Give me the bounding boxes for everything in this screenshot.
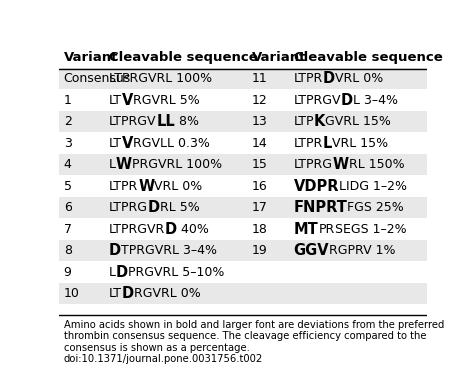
Text: 16: 16 [252, 180, 268, 192]
Text: LT: LT [109, 287, 122, 300]
FancyBboxPatch shape [59, 68, 427, 89]
Text: VRL 15%: VRL 15% [332, 137, 388, 149]
FancyBboxPatch shape [59, 154, 427, 175]
Text: RGVRL 5%: RGVRL 5% [133, 94, 200, 107]
FancyBboxPatch shape [59, 218, 427, 240]
Text: 14: 14 [252, 137, 268, 149]
Text: LT: LT [109, 137, 122, 149]
Text: 2: 2 [64, 115, 72, 128]
Text: LTPR: LTPR [293, 137, 323, 149]
Text: V: V [122, 135, 133, 151]
Text: Cleavable sequence: Cleavable sequence [293, 50, 442, 64]
Text: L: L [109, 266, 116, 279]
Text: 7: 7 [64, 223, 72, 236]
Text: PRGVRL 5–10%: PRGVRL 5–10% [128, 266, 224, 279]
Text: W: W [333, 157, 349, 172]
Text: PRGVRL 100%: PRGVRL 100% [132, 158, 222, 171]
FancyBboxPatch shape [59, 283, 427, 305]
Text: RGPRV 1%: RGPRV 1% [329, 244, 396, 257]
Text: 5: 5 [64, 180, 72, 192]
Text: Variant: Variant [252, 50, 307, 64]
Text: Consensus: Consensus [64, 72, 131, 85]
Text: LTPRG: LTPRG [109, 201, 148, 214]
FancyBboxPatch shape [59, 262, 427, 283]
Text: D: D [109, 243, 121, 258]
Text: D: D [148, 200, 160, 215]
Text: GGV: GGV [293, 243, 329, 258]
Text: Amino acids shown in bold and larger font are deviations from the preferred
thro: Amino acids shown in bold and larger fon… [64, 320, 444, 364]
Text: L: L [323, 135, 332, 151]
Text: 40%: 40% [177, 223, 209, 236]
Text: LTPRGVR: LTPRGVR [109, 223, 165, 236]
Text: FNPRT: FNPRT [293, 200, 347, 215]
Text: LL: LL [156, 114, 175, 129]
Text: D: D [122, 286, 134, 301]
Text: D: D [341, 93, 353, 107]
Text: 8: 8 [64, 244, 72, 257]
Text: VRL 0%: VRL 0% [154, 180, 202, 192]
Text: K: K [314, 114, 326, 129]
Text: 15: 15 [252, 158, 268, 171]
Text: 11: 11 [252, 72, 268, 85]
FancyBboxPatch shape [59, 175, 427, 197]
Text: 3: 3 [64, 137, 72, 149]
Text: SEGS 1–2%: SEGS 1–2% [335, 223, 406, 236]
Text: Variant: Variant [64, 50, 118, 64]
Text: 19: 19 [252, 244, 268, 257]
Text: LT: LT [109, 94, 122, 107]
Text: RL 5%: RL 5% [160, 201, 200, 214]
Text: 8%: 8% [175, 115, 199, 128]
FancyBboxPatch shape [59, 240, 427, 262]
Text: 9: 9 [64, 266, 72, 279]
Text: LTP: LTP [293, 115, 314, 128]
Text: LTPRGV: LTPRGV [109, 115, 156, 128]
Text: VDPR: VDPR [293, 178, 339, 194]
Text: 10: 10 [64, 287, 80, 300]
Text: 12: 12 [252, 94, 268, 107]
Text: D: D [323, 71, 335, 86]
Text: Cleavable sequence: Cleavable sequence [109, 50, 257, 64]
Text: 6: 6 [64, 201, 72, 214]
Text: 18: 18 [252, 223, 268, 236]
Text: L: L [109, 158, 116, 171]
Text: LTPRGVRL 100%: LTPRGVRL 100% [109, 72, 212, 85]
Text: RGVLL 0.3%: RGVLL 0.3% [133, 137, 210, 149]
Text: LTPRG: LTPRG [293, 158, 333, 171]
Text: W: W [116, 157, 132, 172]
Text: MT: MT [293, 222, 319, 237]
Text: 4: 4 [64, 158, 72, 171]
Text: VRL 0%: VRL 0% [335, 72, 383, 85]
Text: D: D [116, 265, 128, 280]
Text: LTPRGV: LTPRGV [293, 94, 341, 107]
Text: IDG 1–2%: IDG 1–2% [346, 180, 407, 192]
Text: D: D [165, 222, 177, 237]
Text: L 3–4%: L 3–4% [353, 94, 398, 107]
Text: LTPR: LTPR [109, 180, 138, 192]
FancyBboxPatch shape [59, 89, 427, 111]
Text: TPRGVRL 3–4%: TPRGVRL 3–4% [121, 244, 217, 257]
Text: LTPR: LTPR [293, 72, 323, 85]
Text: V: V [122, 93, 133, 107]
Text: 13: 13 [252, 115, 268, 128]
Text: RGVRL 0%: RGVRL 0% [134, 287, 201, 300]
Text: W: W [138, 178, 154, 194]
FancyBboxPatch shape [59, 197, 427, 218]
Text: 17: 17 [252, 201, 268, 214]
Text: PR: PR [319, 223, 335, 236]
FancyBboxPatch shape [59, 132, 427, 154]
Text: 1: 1 [64, 94, 72, 107]
Text: RL 150%: RL 150% [349, 158, 404, 171]
Text: GVRL 15%: GVRL 15% [326, 115, 392, 128]
Text: FGS 25%: FGS 25% [347, 201, 404, 214]
Text: L: L [339, 180, 346, 192]
FancyBboxPatch shape [59, 111, 427, 132]
